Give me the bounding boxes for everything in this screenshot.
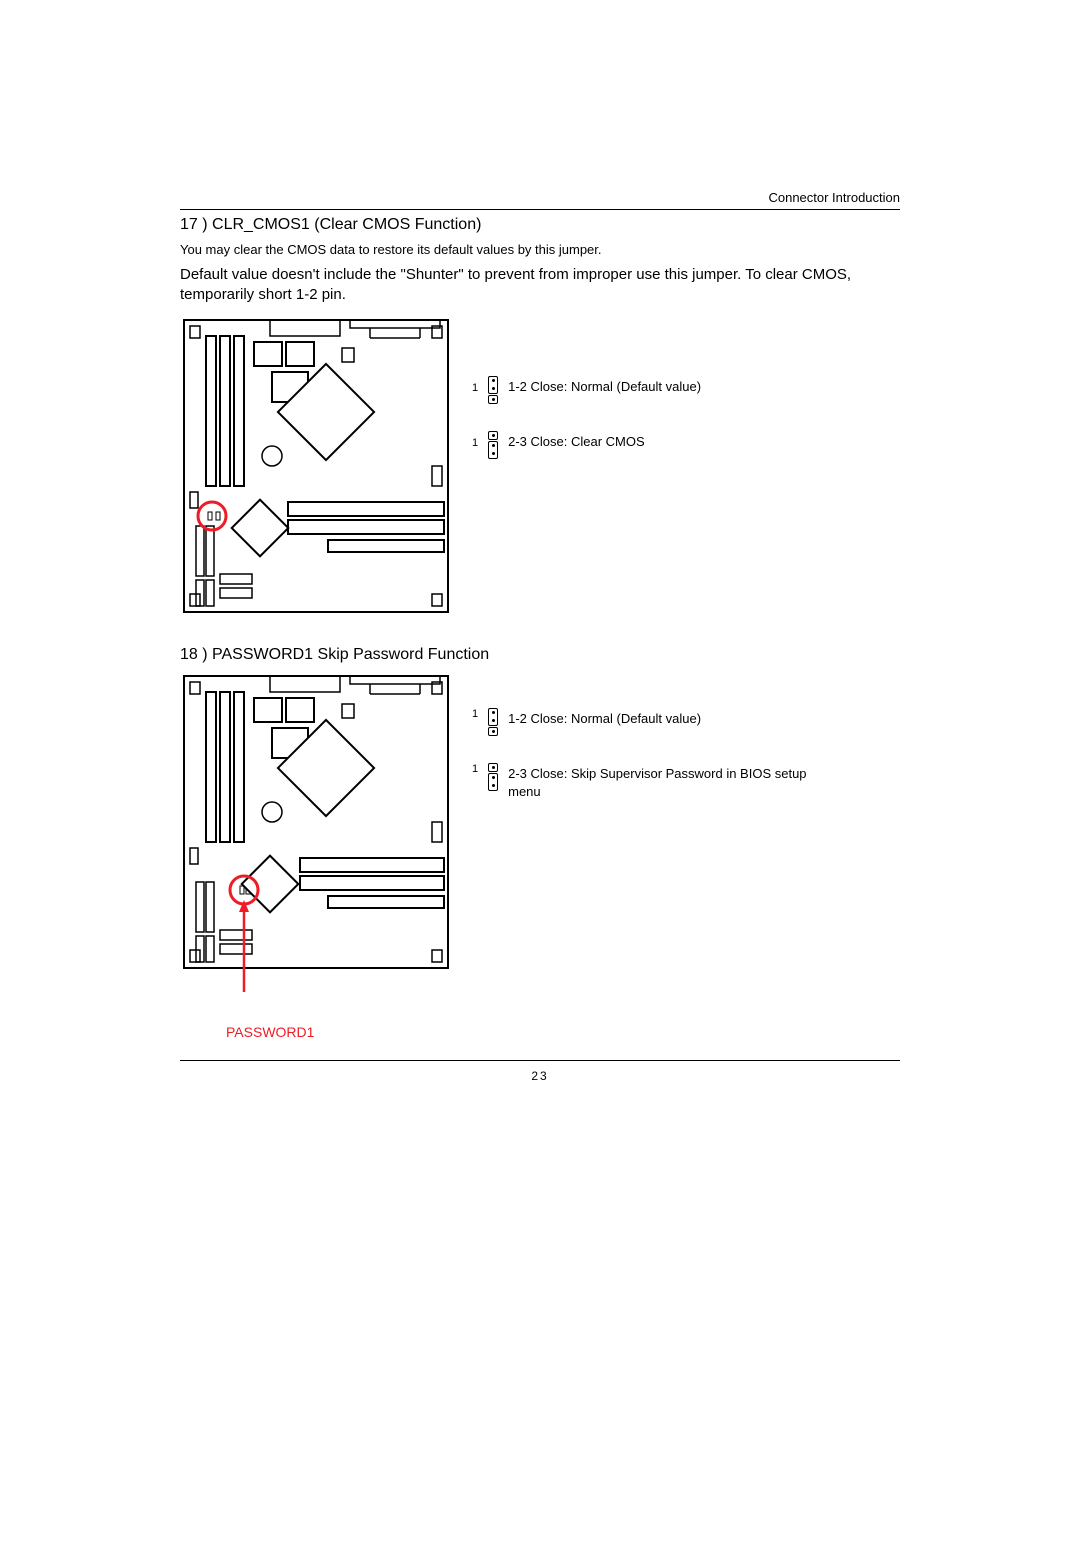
header-right-text: Connector Introduction: [768, 190, 900, 205]
section-17-intro: You may clear the CMOS data to restore i…: [180, 242, 900, 257]
section-17-body: Default value doesn't include the "Shunt…: [180, 265, 900, 306]
section-17-block: 1 1-2 Close: Normal (Default value) 1 2-…: [180, 316, 900, 616]
motherboard-diagram-18: [180, 672, 452, 1012]
legend-18-text2: 2-3 Close: Skip Supervisor Password in B…: [508, 763, 808, 801]
legend-17-row2: 1 2-3 Close: Clear CMOS: [472, 431, 900, 460]
pin-1-label: 1: [472, 437, 478, 449]
page-header: Connector Introduction: [180, 190, 900, 210]
jumper-icon: [488, 376, 498, 405]
password1-callout: PASSWORD1: [226, 1024, 900, 1040]
jumper-icon: [488, 708, 498, 737]
legend-17: 1 1-2 Close: Normal (Default value) 1 2-…: [472, 316, 900, 486]
section-18-block: 1 1-2 Close: Normal (Default value) 1 2-…: [180, 672, 900, 1012]
legend-18-text1: 1-2 Close: Normal (Default value): [508, 708, 701, 728]
legend-18-row2: 1 2-3 Close: Skip Supervisor Password in…: [472, 763, 900, 801]
page-number: 23: [531, 1069, 548, 1083]
motherboard-diagram-17: [180, 316, 452, 616]
legend-17-text1: 1-2 Close: Normal (Default value): [508, 376, 701, 396]
legend-18: 1 1-2 Close: Normal (Default value) 1 2-…: [472, 672, 900, 827]
pin-1-label: 1: [472, 708, 478, 720]
pin-1-label: 1: [472, 763, 478, 775]
section-18-title: 18 ) PASSWORD1 Skip Password Function: [180, 646, 900, 664]
section-17-title: 17 ) CLR_CMOS1 (Clear CMOS Function): [180, 216, 900, 234]
jumper-icon: [488, 763, 498, 792]
jumper-icon: [488, 431, 498, 460]
pin-1-label: 1: [472, 382, 478, 394]
legend-18-row1: 1 1-2 Close: Normal (Default value): [472, 708, 900, 737]
legend-17-text2: 2-3 Close: Clear CMOS: [508, 431, 645, 451]
page-footer: 23: [180, 1060, 900, 1083]
legend-17-row1: 1 1-2 Close: Normal (Default value): [472, 376, 900, 405]
